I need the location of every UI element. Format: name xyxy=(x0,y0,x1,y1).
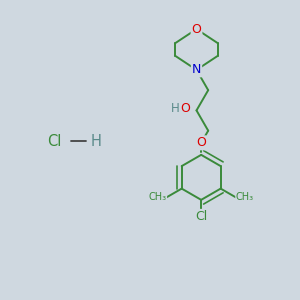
Text: H: H xyxy=(91,134,101,148)
Text: CH₃: CH₃ xyxy=(236,192,254,202)
Text: N: N xyxy=(192,63,201,76)
Text: Cl: Cl xyxy=(195,210,207,223)
Text: O: O xyxy=(192,22,201,36)
Text: Cl: Cl xyxy=(47,134,61,148)
Text: O: O xyxy=(180,102,190,116)
Text: H: H xyxy=(170,102,179,116)
Text: O: O xyxy=(196,136,206,149)
Text: CH₃: CH₃ xyxy=(148,192,166,202)
